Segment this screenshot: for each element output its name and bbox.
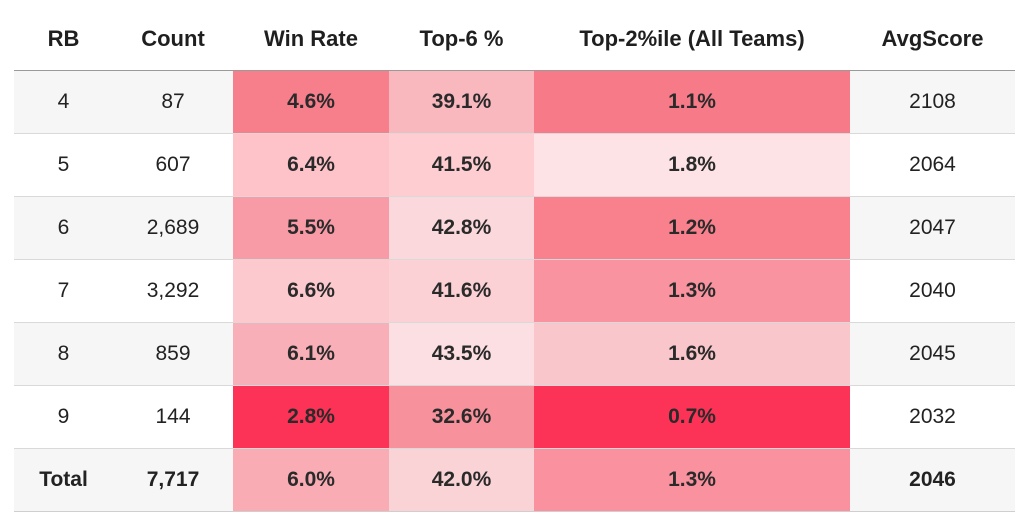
table-row: 6 2,689 5.5% 42.8% 1.2% 2047 bbox=[14, 196, 1015, 260]
cell-top2: 1.6% bbox=[534, 322, 850, 386]
header-top2: Top-2%ile (All Teams) bbox=[534, 8, 850, 71]
cell-top6: 41.5% bbox=[389, 133, 534, 197]
cell-count: 859 bbox=[113, 322, 233, 386]
cell-win-rate: 5.5% bbox=[233, 196, 389, 260]
table-row: 7 3,292 6.6% 41.6% 1.3% 2040 bbox=[14, 259, 1015, 323]
table-row: 4 87 4.6% 39.1% 1.1% 2108 bbox=[14, 70, 1015, 134]
header-count: Count bbox=[113, 8, 233, 71]
cell-avgscore: 2045 bbox=[850, 322, 1015, 386]
cell-avgscore: 2032 bbox=[850, 385, 1015, 449]
stats-table: RB Count Win Rate Top-6 % Top-2%ile (All… bbox=[14, 8, 1015, 512]
cell-top6: 32.6% bbox=[389, 385, 534, 449]
cell-top6: 41.6% bbox=[389, 259, 534, 323]
cell-top6: 39.1% bbox=[389, 70, 534, 134]
cell-top6: 43.5% bbox=[389, 322, 534, 386]
cell-top2: 1.1% bbox=[534, 70, 850, 134]
cell-avgscore: 2108 bbox=[850, 70, 1015, 134]
cell-win-rate: 6.1% bbox=[233, 322, 389, 386]
cell-rb: 4 bbox=[14, 70, 113, 134]
cell-win-rate: 6.4% bbox=[233, 133, 389, 197]
cell-rb: 6 bbox=[14, 196, 113, 260]
cell-count: 3,292 bbox=[113, 259, 233, 323]
cell-count: 7,717 bbox=[113, 448, 233, 512]
cell-avgscore: 2047 bbox=[850, 196, 1015, 260]
header-win-rate: Win Rate bbox=[233, 8, 389, 71]
cell-top2: 1.8% bbox=[534, 133, 850, 197]
table-row: 9 144 2.8% 32.6% 0.7% 2032 bbox=[14, 385, 1015, 449]
cell-top2: 1.3% bbox=[534, 259, 850, 323]
cell-count: 607 bbox=[113, 133, 233, 197]
cell-win-rate: 6.6% bbox=[233, 259, 389, 323]
cell-top6: 42.8% bbox=[389, 196, 534, 260]
cell-rb: 7 bbox=[14, 259, 113, 323]
cell-rb: 5 bbox=[14, 133, 113, 197]
cell-win-rate: 2.8% bbox=[233, 385, 389, 449]
cell-top6: 42.0% bbox=[389, 448, 534, 512]
header-row: RB Count Win Rate Top-6 % Top-2%ile (All… bbox=[14, 8, 1015, 71]
table-row: 8 859 6.1% 43.5% 1.6% 2045 bbox=[14, 322, 1015, 386]
cell-rb: Total bbox=[14, 448, 113, 512]
header-avgscore: AvgScore bbox=[850, 8, 1015, 71]
cell-avgscore: 2040 bbox=[850, 259, 1015, 323]
cell-avgscore: 2064 bbox=[850, 133, 1015, 197]
header-top6: Top-6 % bbox=[389, 8, 534, 71]
cell-rb: 8 bbox=[14, 322, 113, 386]
total-row: Total 7,717 6.0% 42.0% 1.3% 2046 bbox=[14, 448, 1015, 512]
header-rb: RB bbox=[14, 8, 113, 71]
cell-count: 87 bbox=[113, 70, 233, 134]
cell-rb: 9 bbox=[14, 385, 113, 449]
cell-top2: 0.7% bbox=[534, 385, 850, 449]
cell-win-rate: 4.6% bbox=[233, 70, 389, 134]
table-row: 5 607 6.4% 41.5% 1.8% 2064 bbox=[14, 133, 1015, 197]
cell-win-rate: 6.0% bbox=[233, 448, 389, 512]
cell-top2: 1.3% bbox=[534, 448, 850, 512]
cell-avgscore: 2046 bbox=[850, 448, 1015, 512]
cell-count: 144 bbox=[113, 385, 233, 449]
cell-count: 2,689 bbox=[113, 196, 233, 260]
cell-top2: 1.2% bbox=[534, 196, 850, 260]
